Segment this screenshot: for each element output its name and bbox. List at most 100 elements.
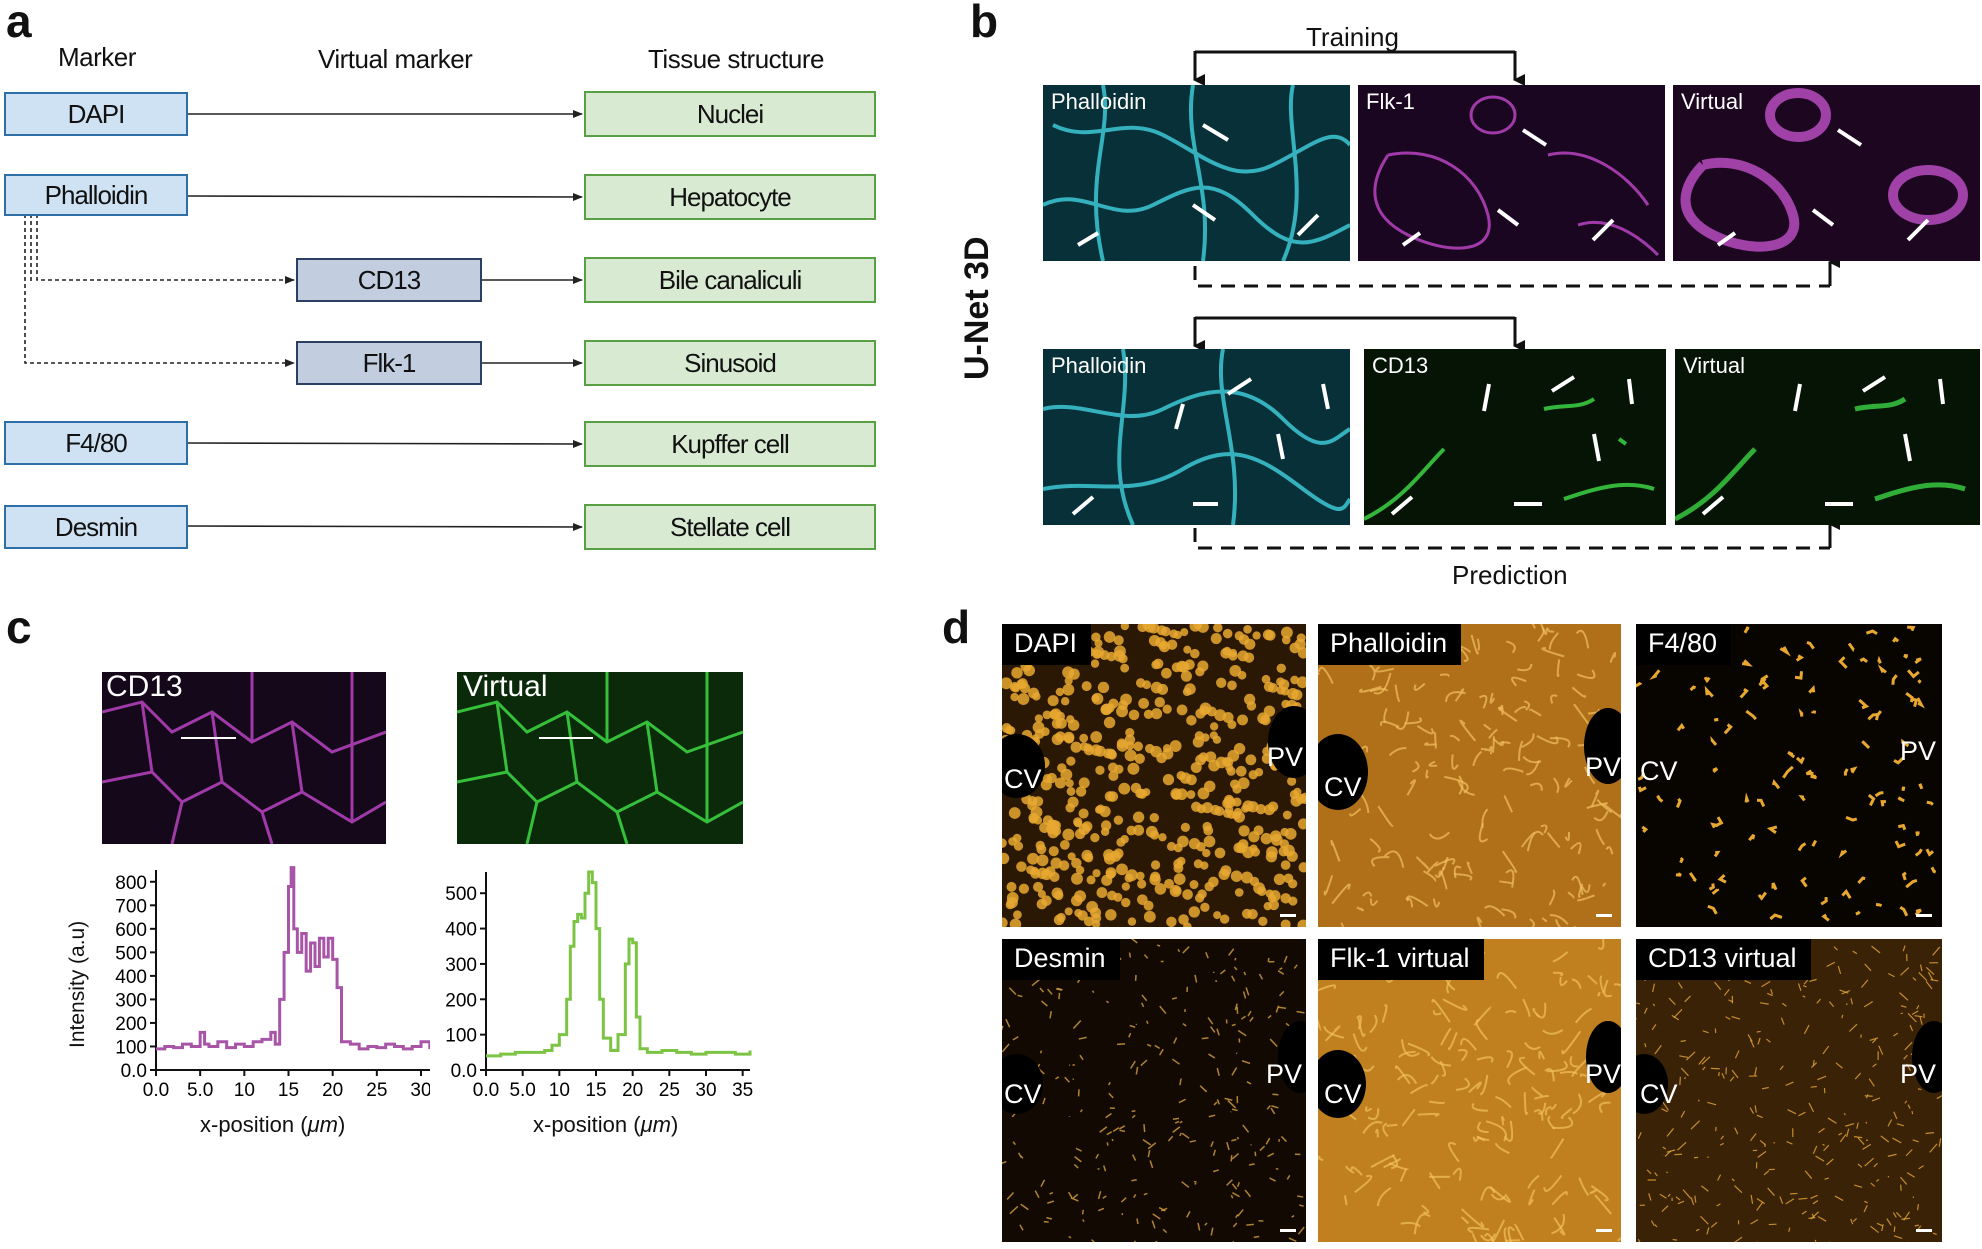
x-tick-label: 20 xyxy=(622,1080,643,1101)
lobule-f480: F4/80 CV PV xyxy=(1636,624,1942,927)
panel-label-a: a xyxy=(6,0,32,47)
chart1-xlabel: x-position (μm) xyxy=(200,1112,346,1137)
lobule-label-phalloidin: Phalloidin xyxy=(1318,624,1462,665)
intensity-chart-virtual: 0.0 100 200 300 400 500 0.0 5.0 10 15 20 25 30 35 xyxy=(445,870,753,1101)
x-tick-label: 5.0 xyxy=(509,1080,535,1101)
tissue-box-sinusoid: Sinusoid xyxy=(584,340,876,386)
virtual-box-cd13: CD13 xyxy=(296,258,482,302)
tissue-box-stellate-cell: Stellate cell xyxy=(584,504,876,550)
pv-label: PV xyxy=(1900,1059,1937,1089)
pv-label: PV xyxy=(1900,736,1937,766)
lobule-dapi: DAPI CV PV xyxy=(1002,624,1306,927)
chart2-xlabel: x-position (μm) xyxy=(533,1112,679,1137)
lobule-cd13-virtual: CD13 virtual CV PV xyxy=(1636,939,1942,1242)
cv-label: CV xyxy=(1640,1079,1678,1109)
lobule-desmin: Desmin CV PV xyxy=(1002,939,1306,1242)
tissue-box-bile-canaliculi: Bile canaliculi xyxy=(584,257,876,303)
lobule-label-flk1-virtual: Flk-1 virtual xyxy=(1318,939,1484,980)
arrow-f480-kupffer xyxy=(187,439,583,448)
marker-box-f480: F4/80 xyxy=(4,421,188,465)
y-tick-label: 300 xyxy=(115,990,147,1011)
y-tick-label: 500 xyxy=(115,943,147,964)
scale-bar xyxy=(1916,1229,1932,1232)
y-tick-label: 0.0 xyxy=(451,1061,477,1082)
image-label-cd13: CD13 xyxy=(106,672,183,703)
tissue-box-nuclei: Nuclei xyxy=(584,91,876,137)
y-tick-label: 100 xyxy=(445,1026,477,1047)
image-label-virtual: Virtual xyxy=(463,672,548,703)
x-tick-label: 20 xyxy=(322,1080,343,1101)
micrograph-label-phalloidin-bottom: Phalloidin xyxy=(1051,353,1147,378)
pv-label: PV xyxy=(1267,742,1304,772)
header-marker: Marker xyxy=(58,42,136,72)
x-tick-label: 25 xyxy=(659,1080,680,1101)
micrograph-cd13-bottom: CD13 xyxy=(1364,349,1666,525)
x-tick-label: 10 xyxy=(549,1080,570,1101)
x-tick-label: 15 xyxy=(278,1080,299,1101)
y-tick-label: 700 xyxy=(115,896,147,917)
virtual-box-flk1: Flk-1 xyxy=(296,341,482,385)
x-tick-label: 0.0 xyxy=(473,1080,499,1101)
y-tick-label: 0.0 xyxy=(121,1061,147,1082)
micrograph-label-phalloidin-top: Phalloidin xyxy=(1051,89,1147,114)
training-label: Training xyxy=(1306,22,1399,52)
x-tick-label: 30 xyxy=(410,1080,430,1101)
dashed-arrow-cd13 xyxy=(36,214,295,284)
micrograph-virtual-bottom: Virtual xyxy=(1675,349,1980,525)
dashed-arrow-flk1 xyxy=(24,214,295,367)
y-tick-label: 800 xyxy=(115,873,147,894)
marker-box-phalloidin: Phalloidin xyxy=(4,174,188,216)
arrow-phalloidin-hepatocyte xyxy=(187,192,583,201)
marker-box-dapi: DAPI xyxy=(4,92,188,136)
x-tick-label: 5.0 xyxy=(187,1080,213,1101)
y-tick-label: 200 xyxy=(445,990,477,1011)
micrograph-flk1-top: Flk-1 xyxy=(1358,85,1665,261)
y-tick-label: 100 xyxy=(115,1037,147,1058)
y-tick-label: 500 xyxy=(445,884,477,905)
micrograph-label-virtual-top: Virtual xyxy=(1681,89,1743,114)
scale-bar xyxy=(1596,914,1612,917)
x-tick-label: 25 xyxy=(366,1080,387,1101)
header-tissue-structure: Tissue structure xyxy=(648,44,824,74)
lobule-label-cd13-virtual: CD13 virtual xyxy=(1636,939,1811,980)
pv-label: PV xyxy=(1266,1059,1303,1089)
micrograph-virtual-c: Virtual xyxy=(457,672,743,844)
tissue-box-kupffer-cell: Kupffer cell xyxy=(584,421,876,467)
y-tick-label: 600 xyxy=(115,920,147,941)
scale-bar xyxy=(1280,914,1296,917)
x-tick-label: 35 xyxy=(732,1080,753,1101)
micrograph-label-cd13-bottom: CD13 xyxy=(1372,353,1429,378)
panel-b-arrows xyxy=(1193,50,1840,550)
x-tick-label: 15 xyxy=(585,1080,606,1101)
lobule-flk1-virtual: Flk-1 virtual CV PV xyxy=(1318,939,1621,1242)
y-tick-label: 400 xyxy=(115,967,147,988)
pv-label: PV xyxy=(1585,752,1621,782)
scale-bar xyxy=(1280,1229,1296,1232)
scale-bar xyxy=(1916,914,1932,917)
arrow-desmin-stellate xyxy=(187,522,583,531)
unet-vertical-label: U-Net 3D xyxy=(958,236,996,380)
micrograph-cd13-c: CD13 xyxy=(102,672,386,844)
lobule-label-desmin: Desmin xyxy=(1002,939,1120,980)
micrograph-label-flk1-top: Flk-1 xyxy=(1366,89,1415,114)
marker-box-desmin: Desmin xyxy=(4,505,188,549)
panel-label-c: c xyxy=(6,601,32,653)
micrograph-phalloidin-top: Phalloidin xyxy=(1043,85,1350,261)
series-line xyxy=(486,870,752,1058)
micrograph-label-virtual-bottom: Virtual xyxy=(1683,353,1745,378)
y-tick-label: 400 xyxy=(445,920,477,941)
x-tick-label: 30 xyxy=(695,1080,716,1101)
panel-label-d: d xyxy=(942,601,971,653)
cv-label: CV xyxy=(1324,772,1362,802)
cv-label: CV xyxy=(1004,1079,1042,1109)
micrograph-virtual-top: Virtual xyxy=(1673,85,1980,261)
lobule-phalloidin: Phalloidin CV PV xyxy=(1318,624,1621,927)
prediction-label: Prediction xyxy=(1452,560,1568,590)
lobule-label-f480: F4/80 xyxy=(1636,624,1732,665)
x-tick-label: 0.0 xyxy=(143,1080,169,1101)
cv-label: CV xyxy=(1640,756,1678,786)
header-virtual-marker: Virtual marker xyxy=(318,44,473,74)
micrograph-phalloidin-bottom: Phalloidin xyxy=(1043,349,1350,525)
tissue-box-hepatocyte: Hepatocyte xyxy=(584,174,876,220)
